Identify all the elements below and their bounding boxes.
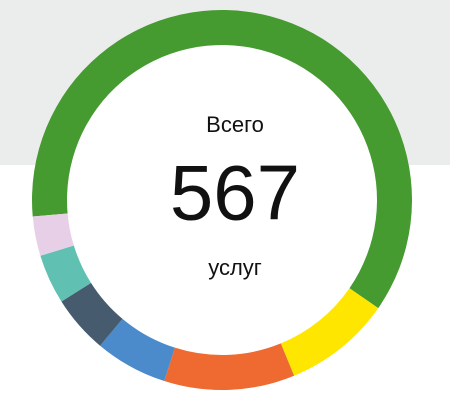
donut-hole: [67, 45, 377, 355]
donut-segment: [40, 245, 91, 302]
donut-segment: [164, 343, 295, 391]
total-value: 567: [170, 149, 300, 237]
unit-label: услуг: [208, 255, 262, 280]
donut-segment: [32, 10, 413, 309]
donut-segment: [32, 213, 74, 256]
donut-segment: [280, 288, 379, 376]
total-label: Всего: [206, 112, 264, 137]
donut-segment: [61, 282, 123, 346]
donut-segment: [100, 318, 175, 382]
